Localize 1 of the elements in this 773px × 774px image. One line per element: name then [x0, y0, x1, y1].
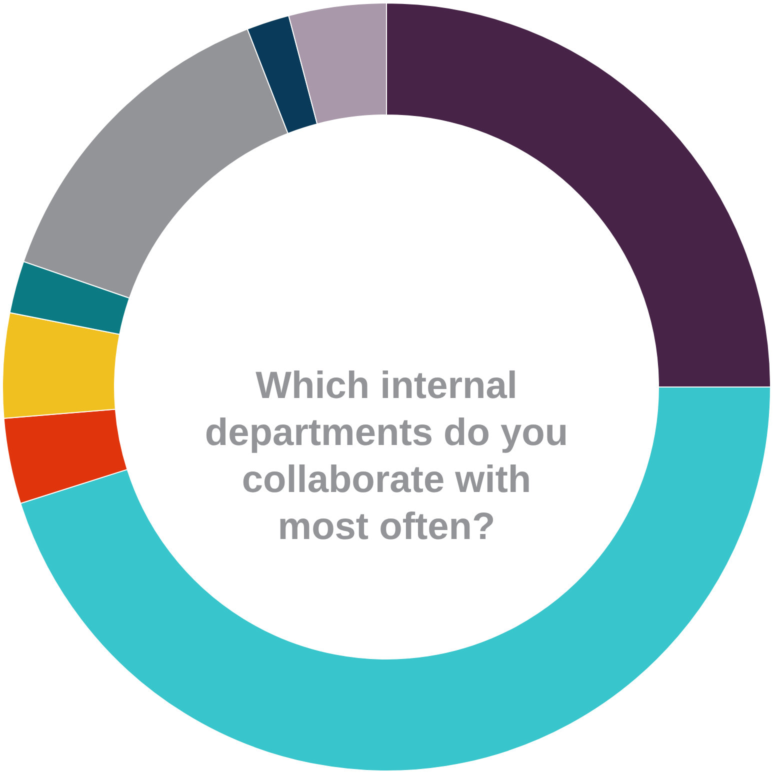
text: Which internal departments do you collaborate with most often? — [204, 365, 568, 548]
